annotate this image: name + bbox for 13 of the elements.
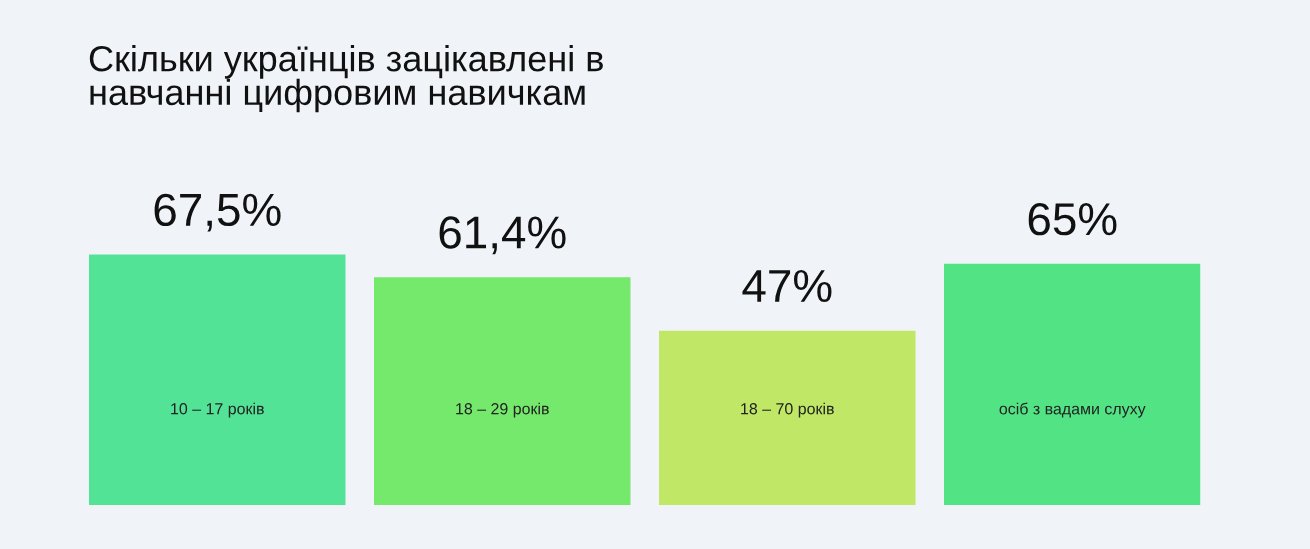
data-label: 65%	[1028, 202, 1117, 236]
bar	[89, 254, 346, 505]
x-tick-label: 18 – 29 років	[456, 402, 549, 418]
bar	[944, 263, 1201, 505]
chart-title: Скільки українців зацікавлені в навчанні цифровим навичкам	[89, 45, 603, 113]
x-tick-label: 10 – 17 років	[171, 402, 264, 418]
data-label: 67,5%	[154, 193, 281, 232]
data-label: 47%	[742, 269, 832, 302]
x-tick-label: осіб з вадами слуху	[999, 402, 1146, 418]
bar	[659, 330, 916, 505]
x-tick-label: 18 – 70 років	[741, 402, 834, 418]
bar	[374, 277, 631, 505]
data-label: 61,4%	[439, 216, 566, 255]
